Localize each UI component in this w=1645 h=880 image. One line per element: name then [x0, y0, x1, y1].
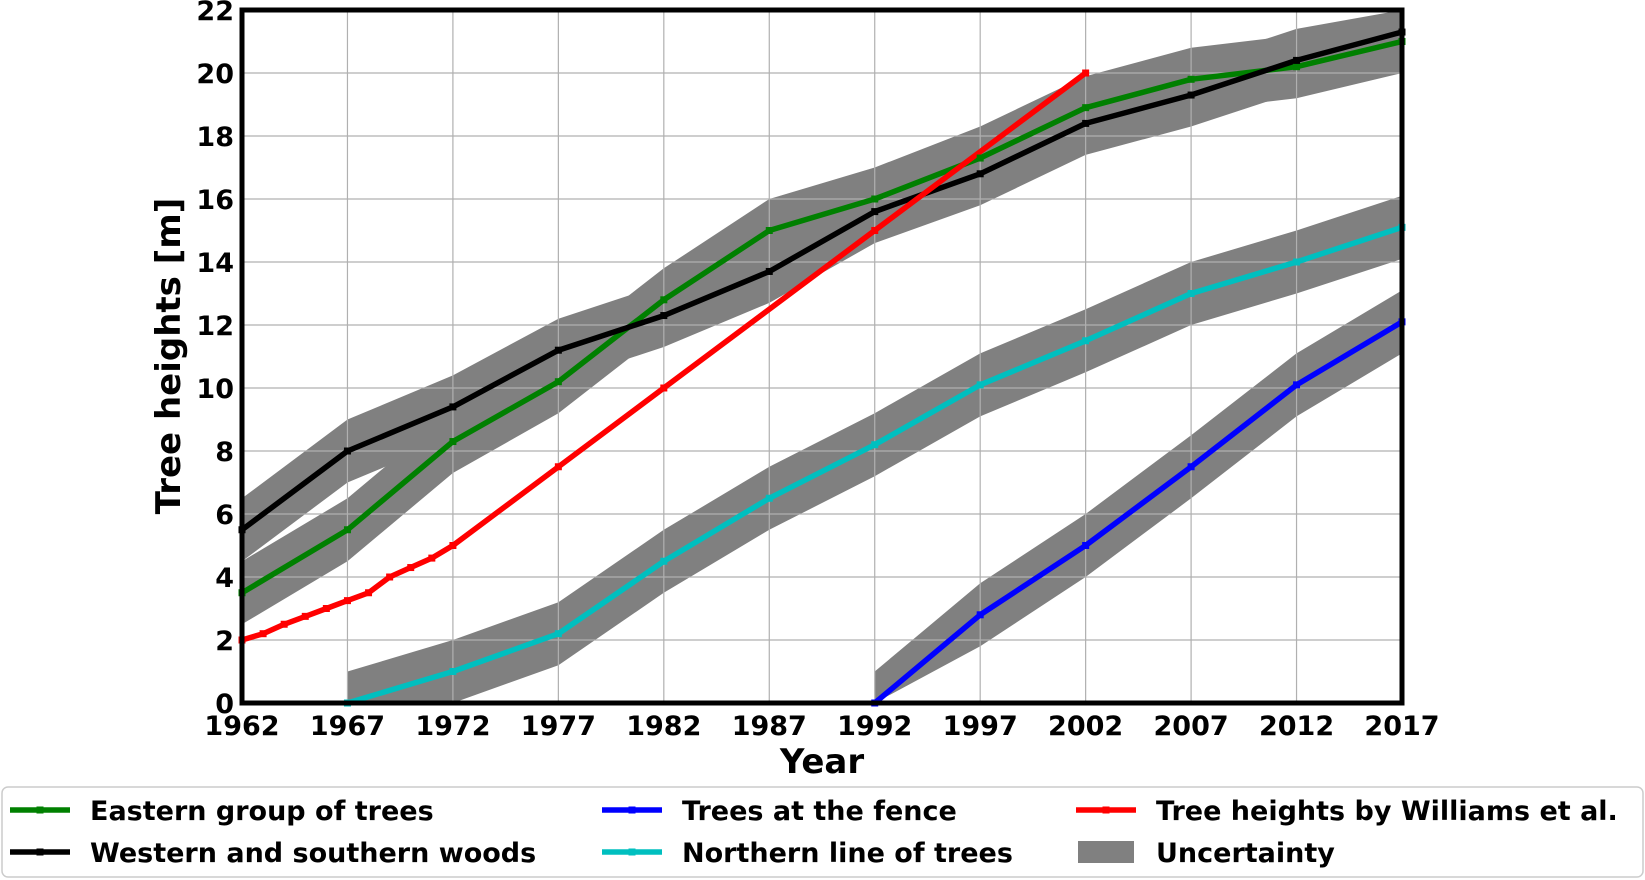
data-point-northern-line-of-trees [1293, 258, 1301, 266]
data-point-eastern-group-of-trees [554, 378, 562, 386]
data-point-western-and-southern-woods [976, 170, 984, 178]
legend-label-uncertainty: Uncertainty [1156, 838, 1335, 869]
data-point-eastern-group-of-trees [976, 154, 984, 162]
data-point-tree-heights-by-williams-et-al [280, 620, 288, 628]
plot-frame [239, 7, 1405, 706]
legend-label-eastern-group-of-trees: Eastern group of trees [90, 796, 434, 827]
x-tick-label: 2007 [1154, 711, 1229, 742]
data-point-tree-heights-by-williams-et-al [1082, 69, 1090, 77]
y-tick-label: 18 [196, 122, 234, 153]
x-tick-label: 1997 [943, 711, 1018, 742]
data-point-western-and-southern-woods [449, 403, 457, 411]
series-lines [239, 29, 1405, 706]
y-tick-label: 8 [215, 437, 234, 468]
legend: Eastern group of trees Trees at the fence… [1, 786, 1644, 878]
y-tick-label: 16 [196, 185, 234, 216]
data-point-western-and-southern-woods [660, 312, 668, 320]
x-tick-label: 2017 [1364, 711, 1439, 742]
data-point-tree-heights-by-williams-et-al [259, 630, 267, 638]
data-point-tree-heights-by-williams-et-al [343, 597, 351, 605]
data-point-tree-heights-by-williams-et-al [365, 589, 373, 597]
data-point-northern-line-of-trees [871, 441, 879, 449]
data-point-eastern-group-of-trees [1187, 75, 1195, 83]
uncertainty-band-trees-at-the-fence [874, 290, 1402, 703]
data-point-trees-at-the-fence [1187, 463, 1195, 471]
data-point-western-and-southern-woods [554, 346, 562, 354]
data-point-tree-heights-by-williams-et-al [322, 605, 330, 612]
data-point-eastern-group-of-trees [449, 438, 457, 446]
data-point-northern-line-of-trees [660, 557, 668, 565]
y-tick-label: 14 [196, 248, 234, 279]
x-tick-label: 1972 [415, 711, 490, 742]
legend-swatch-uncertainty [1078, 841, 1134, 863]
data-point-tree-heights-by-williams-et-al [428, 554, 436, 562]
data-point-eastern-group-of-trees [1293, 63, 1301, 71]
uncertainty-bands [242, 10, 1402, 704]
y-tick-label: 22 [196, 0, 234, 27]
legend-label-northern-line-of-trees: Northern line of trees [682, 838, 1013, 869]
legend-marker-eastern-group-of-trees [36, 806, 44, 814]
data-point-eastern-group-of-trees [871, 195, 879, 203]
data-point-tree-heights-by-williams-et-al [554, 463, 562, 471]
data-point-tree-heights-by-williams-et-al [660, 384, 668, 392]
series-line-eastern-group-of-trees [239, 38, 1405, 596]
y-axis-ticks: 0 2 4 6 8 10 12 14 16 18 20 22 [196, 0, 234, 720]
legend-marker-trees-at-the-fence [628, 806, 636, 814]
x-tick-label: 2002 [1048, 711, 1123, 742]
data-point-trees-at-the-fence [1293, 381, 1301, 389]
y-axis-label: Tree heights [m] [149, 198, 189, 514]
data-point-eastern-group-of-trees [660, 296, 668, 304]
x-tick-label: 1992 [837, 711, 912, 742]
data-point-tree-heights-by-williams-et-al [301, 612, 309, 620]
data-point-western-and-southern-woods [1082, 119, 1090, 127]
data-point-western-and-southern-woods [1187, 91, 1195, 99]
data-point-tree-heights-by-williams-et-al [449, 542, 457, 549]
x-tick-label: 1987 [732, 711, 807, 742]
data-point-northern-line-of-trees [765, 494, 773, 502]
data-point-northern-line-of-trees [554, 630, 562, 638]
x-axis-label: Year [779, 742, 865, 782]
data-point-western-and-southern-woods [765, 267, 773, 275]
legend-marker-northern-line-of-trees [628, 848, 636, 856]
legend-box [1, 786, 1644, 878]
data-point-tree-heights-by-williams-et-al [386, 573, 394, 581]
data-point-trees-at-the-fence [1082, 542, 1090, 549]
series-line-trees-at-the-fence [871, 319, 1405, 706]
data-point-northern-line-of-trees [449, 668, 457, 675]
y-tick-label: 20 [196, 59, 234, 90]
legend-label-trees-at-the-fence: Trees at the fence [682, 796, 957, 827]
legend-label-western-and-southern-woods: Western and southern woods [90, 838, 536, 869]
series-line-western-and-southern-woods [239, 29, 1405, 533]
data-point-western-and-southern-woods [871, 208, 879, 216]
y-tick-label: 12 [196, 311, 234, 342]
x-tick-label: 1967 [310, 711, 385, 742]
data-point-eastern-group-of-trees [765, 227, 773, 234]
data-point-eastern-group-of-trees [343, 526, 351, 534]
y-tick-label: 0 [215, 689, 234, 720]
data-point-western-and-southern-woods [1293, 56, 1301, 64]
y-tick-label: 10 [196, 374, 234, 405]
series-markers [238, 28, 1406, 707]
data-point-tree-heights-by-williams-et-al [407, 564, 415, 572]
x-tick-label: 2012 [1259, 711, 1334, 742]
y-tick-label: 4 [215, 563, 234, 594]
y-tick-label: 6 [215, 500, 234, 531]
legend-marker-western-and-southern-woods [36, 848, 44, 856]
x-tick-label: 1982 [626, 711, 701, 742]
x-tick-label: 1962 [204, 711, 279, 742]
data-point-western-and-southern-woods [343, 447, 351, 455]
data-point-northern-line-of-trees [1082, 337, 1090, 345]
data-point-eastern-group-of-trees [1082, 104, 1090, 112]
data-point-northern-line-of-trees [1187, 290, 1195, 297]
legend-marker-tree-heights-by-williams-et-al [1102, 806, 1110, 814]
data-point-northern-line-of-trees [976, 381, 984, 389]
y-tick-label: 2 [215, 626, 234, 657]
x-axis-ticks: 1962 1967 1972 1977 1982 1987 1992 1997 2002 2007… [204, 711, 1439, 742]
x-tick-label: 1977 [521, 711, 596, 742]
data-point-trees-at-the-fence [976, 611, 984, 619]
data-point-tree-heights-by-williams-et-al [871, 227, 879, 234]
legend-label-tree-heights-by-williams-et-al: Tree heights by Williams et al. [1156, 796, 1618, 827]
